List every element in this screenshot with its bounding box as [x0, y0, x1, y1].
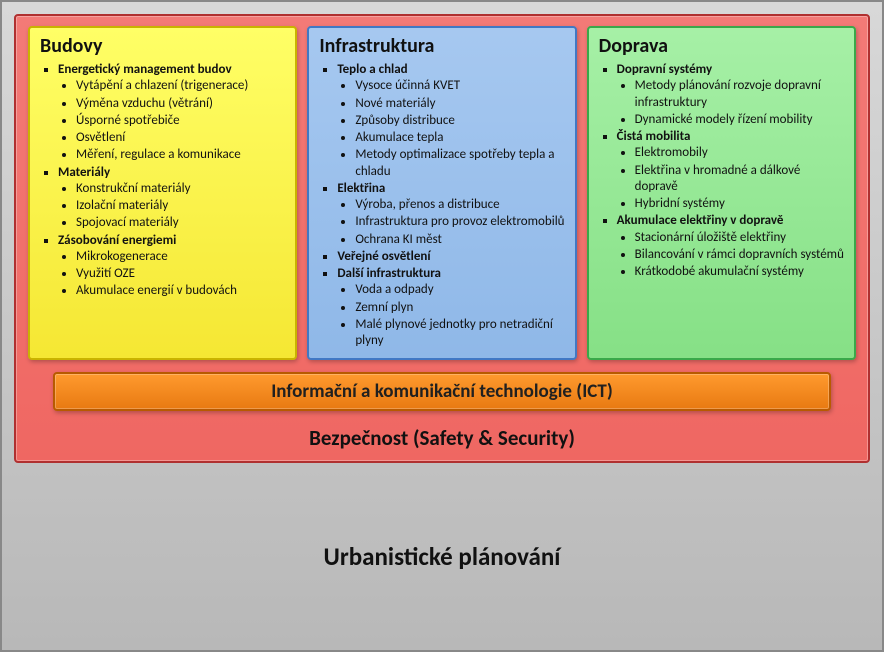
list-item: Vysoce účinná KVET — [355, 78, 564, 94]
list-item: Výroba, přenos a distribuce — [355, 197, 564, 213]
urban-caption: Urbanistické plánování — [14, 463, 870, 638]
list-item: Elektřina v hromadné a dálkové dopravě — [635, 163, 844, 196]
section-heading: Teplo a chlad — [337, 62, 407, 77]
ict-bar: Informační a komunikační technologie (IC… — [53, 372, 831, 411]
list-item: Nové materiály — [355, 96, 564, 112]
list-item: Voda a odpady — [355, 282, 564, 298]
section-heading: Další infrastruktura — [337, 266, 441, 281]
list-item: Osvětlení — [76, 130, 285, 146]
list-item: Hybridní systémy — [635, 196, 844, 212]
list-item: Měření, regulace a komunikace — [76, 147, 285, 163]
list-item: Dynamické modely řízení mobility — [635, 112, 844, 128]
list-item: Způsoby distribuce — [355, 113, 564, 129]
section-heading: Veřejné osvětlení — [337, 249, 430, 264]
list-item: Elektromobily — [635, 145, 844, 161]
list-item: Stacionární úložiště elektřiny — [635, 230, 844, 246]
list-item: Metody optimalizace spotřeby tepla a chl… — [355, 147, 564, 180]
list-item: Akumulace tepla — [355, 130, 564, 146]
list-item: Vytápění a chlazení (trigenerace) — [76, 78, 285, 94]
panels-row: Budovy Energetický management budov Vytá… — [28, 26, 856, 360]
list-item: Bilancování v rámci dopravních systémů — [635, 247, 844, 263]
outer-frame: Budovy Energetický management budov Vytá… — [0, 0, 884, 652]
section-heading: Elektřina — [337, 181, 385, 196]
section-heading: Zásobování energiemi — [58, 233, 176, 248]
list-item: Výměna vzduchu (větrání) — [76, 96, 285, 112]
section-heading: Materiály — [58, 165, 110, 180]
list-item: Využití OZE — [76, 266, 285, 282]
list-item: Konstrukční materiály — [76, 181, 285, 197]
list-item: Zemní plyn — [355, 300, 564, 316]
list-item: Úsporné spotřebiče — [76, 113, 285, 129]
section-heading: Akumulace elektřiny v dopravě — [617, 213, 784, 228]
list-item: Malé plynové jednotky pro netradiční ply… — [355, 317, 564, 350]
security-caption: Bezpečnost (Safety & Security) — [28, 415, 856, 453]
panel-title: Infrastruktura — [319, 34, 564, 58]
list-item: Infrastruktura pro provoz elektromobilů — [355, 214, 564, 230]
panel-title: Budovy — [40, 34, 285, 58]
list-item: Izolační materiály — [76, 198, 285, 214]
panel-doprava: Doprava Dopravní systémy Metody plánován… — [587, 26, 856, 360]
panel-infrastruktura: Infrastruktura Teplo a chlad Vysoce účin… — [307, 26, 576, 360]
list-item: Ochrana KI měst — [355, 232, 564, 248]
panel-budovy: Budovy Energetický management budov Vytá… — [28, 26, 297, 360]
section-heading: Dopravní systémy — [617, 62, 712, 77]
list-item: Akumulace energií v budovách — [76, 283, 285, 299]
list-item: Mikrokogenerace — [76, 249, 285, 265]
list-item: Krátkodobé akumulační systémy — [635, 264, 844, 280]
inner-red: Budovy Energetický management budov Vytá… — [14, 14, 870, 463]
section-heading: Čistá mobilita — [617, 129, 691, 144]
section-heading: Energetický management budov — [58, 62, 232, 77]
list-item: Metody plánování rozvoje dopravní infras… — [635, 78, 844, 111]
panel-title: Doprava — [599, 34, 844, 58]
list-item: Spojovací materiály — [76, 215, 285, 231]
